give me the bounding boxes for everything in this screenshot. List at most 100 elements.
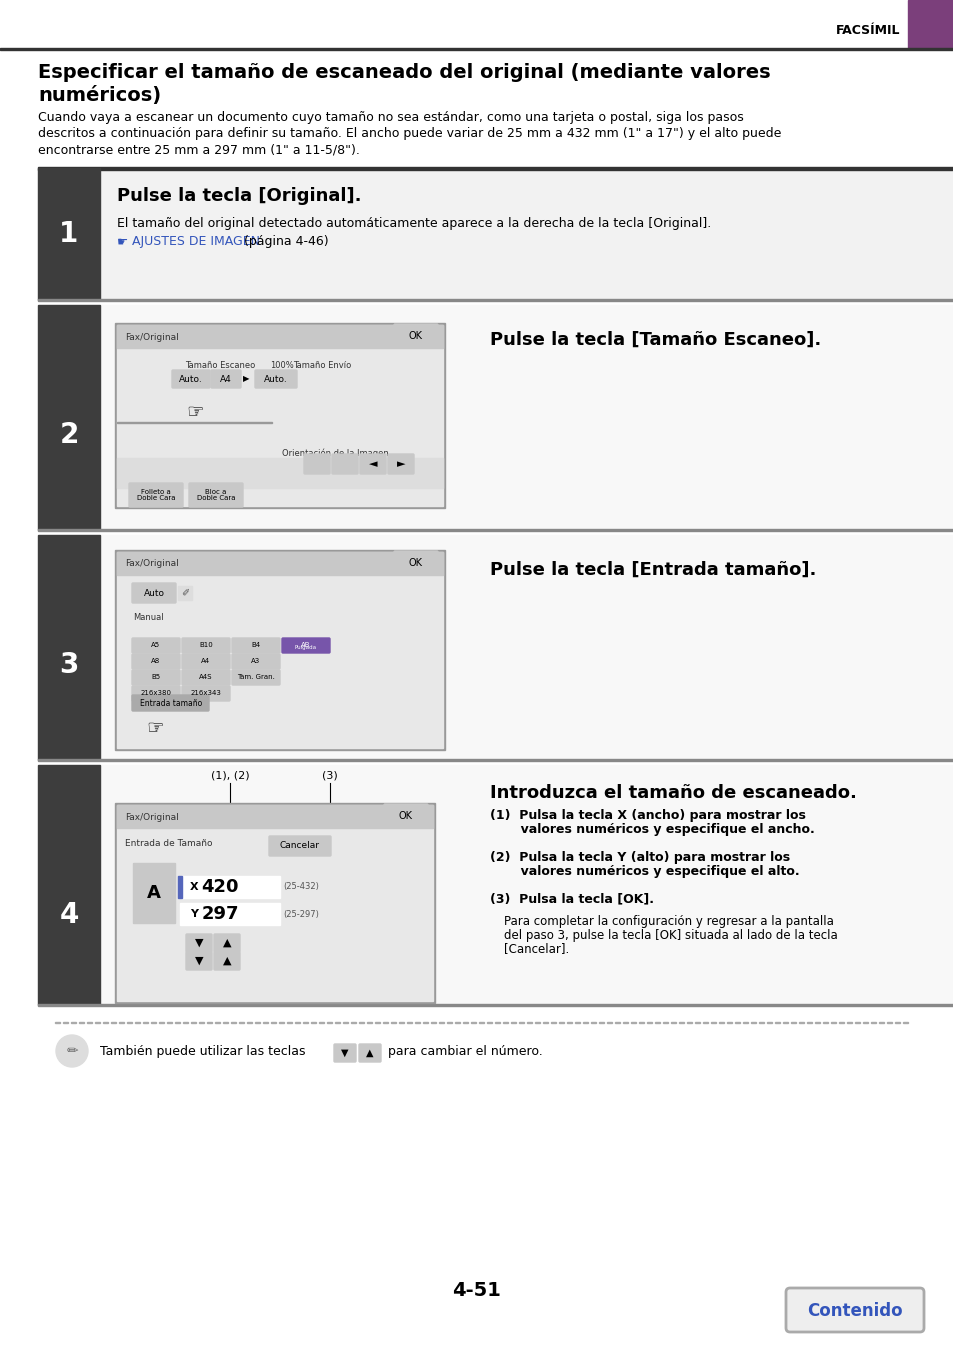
Bar bbox=[115, 323, 444, 508]
Text: Manual: Manual bbox=[132, 613, 164, 622]
Text: AJUSTES DE IMAGEN: AJUSTES DE IMAGEN bbox=[132, 235, 260, 248]
Bar bbox=[38, 167, 953, 170]
Text: B5: B5 bbox=[152, 674, 160, 680]
Text: Para completar la configuración y regresar a la pantalla: Para completar la configuración y regres… bbox=[503, 914, 833, 927]
Text: valores numéricos y especifique el ancho.: valores numéricos y especifique el ancho… bbox=[490, 824, 814, 837]
Text: ☞: ☞ bbox=[186, 404, 204, 423]
Text: Tamaño Escaneo: Tamaño Escaneo bbox=[185, 360, 255, 370]
Bar bbox=[38, 1004, 953, 1006]
Text: Auto.: Auto. bbox=[179, 374, 203, 383]
FancyBboxPatch shape bbox=[394, 324, 437, 348]
FancyBboxPatch shape bbox=[129, 483, 183, 508]
Text: Cancelar: Cancelar bbox=[280, 841, 319, 850]
Text: Pulse la tecla [Tamaño Escaneo].: Pulse la tecla [Tamaño Escaneo]. bbox=[490, 331, 821, 350]
Text: ▲: ▲ bbox=[222, 956, 231, 967]
Text: (25-432): (25-432) bbox=[283, 883, 318, 891]
Text: para cambiar el número.: para cambiar el número. bbox=[388, 1045, 542, 1057]
FancyBboxPatch shape bbox=[132, 583, 175, 603]
Text: ✐: ✐ bbox=[181, 589, 189, 598]
FancyBboxPatch shape bbox=[182, 670, 230, 684]
Text: 100%: 100% bbox=[270, 360, 294, 370]
Text: 297: 297 bbox=[201, 904, 238, 923]
Text: Pulse la tecla [Original].: Pulse la tecla [Original]. bbox=[117, 188, 361, 205]
FancyBboxPatch shape bbox=[211, 370, 241, 387]
Text: 216x380: 216x380 bbox=[140, 690, 172, 697]
Text: 3: 3 bbox=[59, 651, 78, 679]
Bar bbox=[38, 535, 953, 760]
Text: encontrarse entre 25 mm a 297 mm (1" a 11-5/8").: encontrarse entre 25 mm a 297 mm (1" a 1… bbox=[38, 143, 359, 157]
Text: ◄: ◄ bbox=[369, 459, 376, 468]
Text: ☛: ☛ bbox=[117, 235, 128, 248]
Text: del paso 3, pulse la tecla [OK] situada al lado de la tecla: del paso 3, pulse la tecla [OK] situada … bbox=[503, 929, 837, 941]
Text: (3): (3) bbox=[322, 769, 337, 780]
Text: ☞: ☞ bbox=[146, 718, 164, 737]
FancyBboxPatch shape bbox=[785, 1288, 923, 1332]
Text: Y: Y bbox=[190, 909, 198, 919]
Text: ▶: ▶ bbox=[242, 374, 249, 383]
Text: Entrada tamaño: Entrada tamaño bbox=[140, 698, 202, 707]
Bar bbox=[38, 305, 100, 531]
Text: El tamaño del original detectado automáticamente aparece a la derecha de la tecl: El tamaño del original detectado automát… bbox=[117, 216, 711, 230]
Text: X: X bbox=[190, 882, 198, 892]
Text: ▼: ▼ bbox=[194, 956, 203, 967]
Text: FACSÍMIL: FACSÍMIL bbox=[835, 23, 899, 36]
Text: Especificar el tamaño de escaneado del original (mediante valores: Especificar el tamaño de escaneado del o… bbox=[38, 62, 770, 81]
Text: B10: B10 bbox=[199, 643, 213, 648]
FancyBboxPatch shape bbox=[132, 695, 209, 711]
Text: Fax/Original: Fax/Original bbox=[125, 332, 178, 342]
Text: Fax/Original: Fax/Original bbox=[125, 813, 178, 822]
Text: AB: AB bbox=[301, 643, 311, 648]
Text: Auto.: Auto. bbox=[264, 374, 288, 383]
FancyBboxPatch shape bbox=[332, 454, 357, 474]
Text: (3)  Pulsa la tecla [OK].: (3) Pulsa la tecla [OK]. bbox=[490, 892, 654, 906]
Text: Contenido: Contenido bbox=[806, 1301, 902, 1320]
Text: (25-297): (25-297) bbox=[283, 910, 318, 918]
Text: OK: OK bbox=[409, 558, 422, 568]
Bar bbox=[38, 298, 953, 301]
Text: También puede utilizar las teclas: También puede utilizar las teclas bbox=[100, 1045, 305, 1057]
Bar bbox=[117, 552, 442, 748]
Bar bbox=[907, 0, 953, 49]
Text: descritos a continuación para definir su tamaño. El ancho puede variar de 25 mm : descritos a continuación para definir su… bbox=[38, 127, 781, 140]
Bar bbox=[117, 325, 442, 506]
Text: ▼: ▼ bbox=[341, 1048, 349, 1058]
Text: A5: A5 bbox=[152, 643, 160, 648]
FancyBboxPatch shape bbox=[358, 1044, 380, 1062]
Bar bbox=[0, 49, 953, 50]
Bar bbox=[117, 805, 433, 828]
Text: OK: OK bbox=[409, 331, 422, 342]
Bar bbox=[38, 765, 953, 1004]
Text: (página 4-46): (página 4-46) bbox=[240, 235, 328, 248]
FancyBboxPatch shape bbox=[232, 653, 280, 670]
FancyBboxPatch shape bbox=[172, 370, 210, 387]
FancyBboxPatch shape bbox=[269, 836, 331, 856]
FancyBboxPatch shape bbox=[232, 639, 280, 653]
Bar bbox=[38, 167, 953, 300]
Text: ✏: ✏ bbox=[66, 1044, 78, 1058]
Text: A4S: A4S bbox=[199, 674, 213, 680]
Bar bbox=[180, 903, 280, 925]
Bar bbox=[117, 458, 442, 487]
Text: ►: ► bbox=[396, 459, 405, 468]
FancyBboxPatch shape bbox=[182, 686, 230, 701]
FancyBboxPatch shape bbox=[304, 454, 330, 474]
FancyBboxPatch shape bbox=[388, 454, 414, 474]
Bar bbox=[117, 805, 433, 1000]
Text: 1: 1 bbox=[59, 220, 78, 248]
Text: Tam. Gran.: Tam. Gran. bbox=[236, 674, 274, 680]
FancyBboxPatch shape bbox=[254, 370, 296, 387]
Circle shape bbox=[56, 1035, 88, 1066]
Text: ▲: ▲ bbox=[366, 1048, 374, 1058]
FancyBboxPatch shape bbox=[132, 639, 180, 653]
Bar bbox=[115, 803, 435, 1003]
FancyBboxPatch shape bbox=[186, 934, 212, 952]
Bar bbox=[38, 167, 100, 300]
Bar bbox=[178, 586, 192, 599]
FancyBboxPatch shape bbox=[213, 934, 240, 952]
FancyBboxPatch shape bbox=[182, 639, 230, 653]
Bar bbox=[132, 863, 174, 923]
FancyBboxPatch shape bbox=[182, 653, 230, 670]
Text: (1)  Pulsa la tecla X (ancho) para mostrar los: (1) Pulsa la tecla X (ancho) para mostra… bbox=[490, 809, 805, 822]
FancyBboxPatch shape bbox=[132, 670, 180, 684]
Text: Orientación de la Imagen: Orientación de la Imagen bbox=[281, 448, 388, 458]
